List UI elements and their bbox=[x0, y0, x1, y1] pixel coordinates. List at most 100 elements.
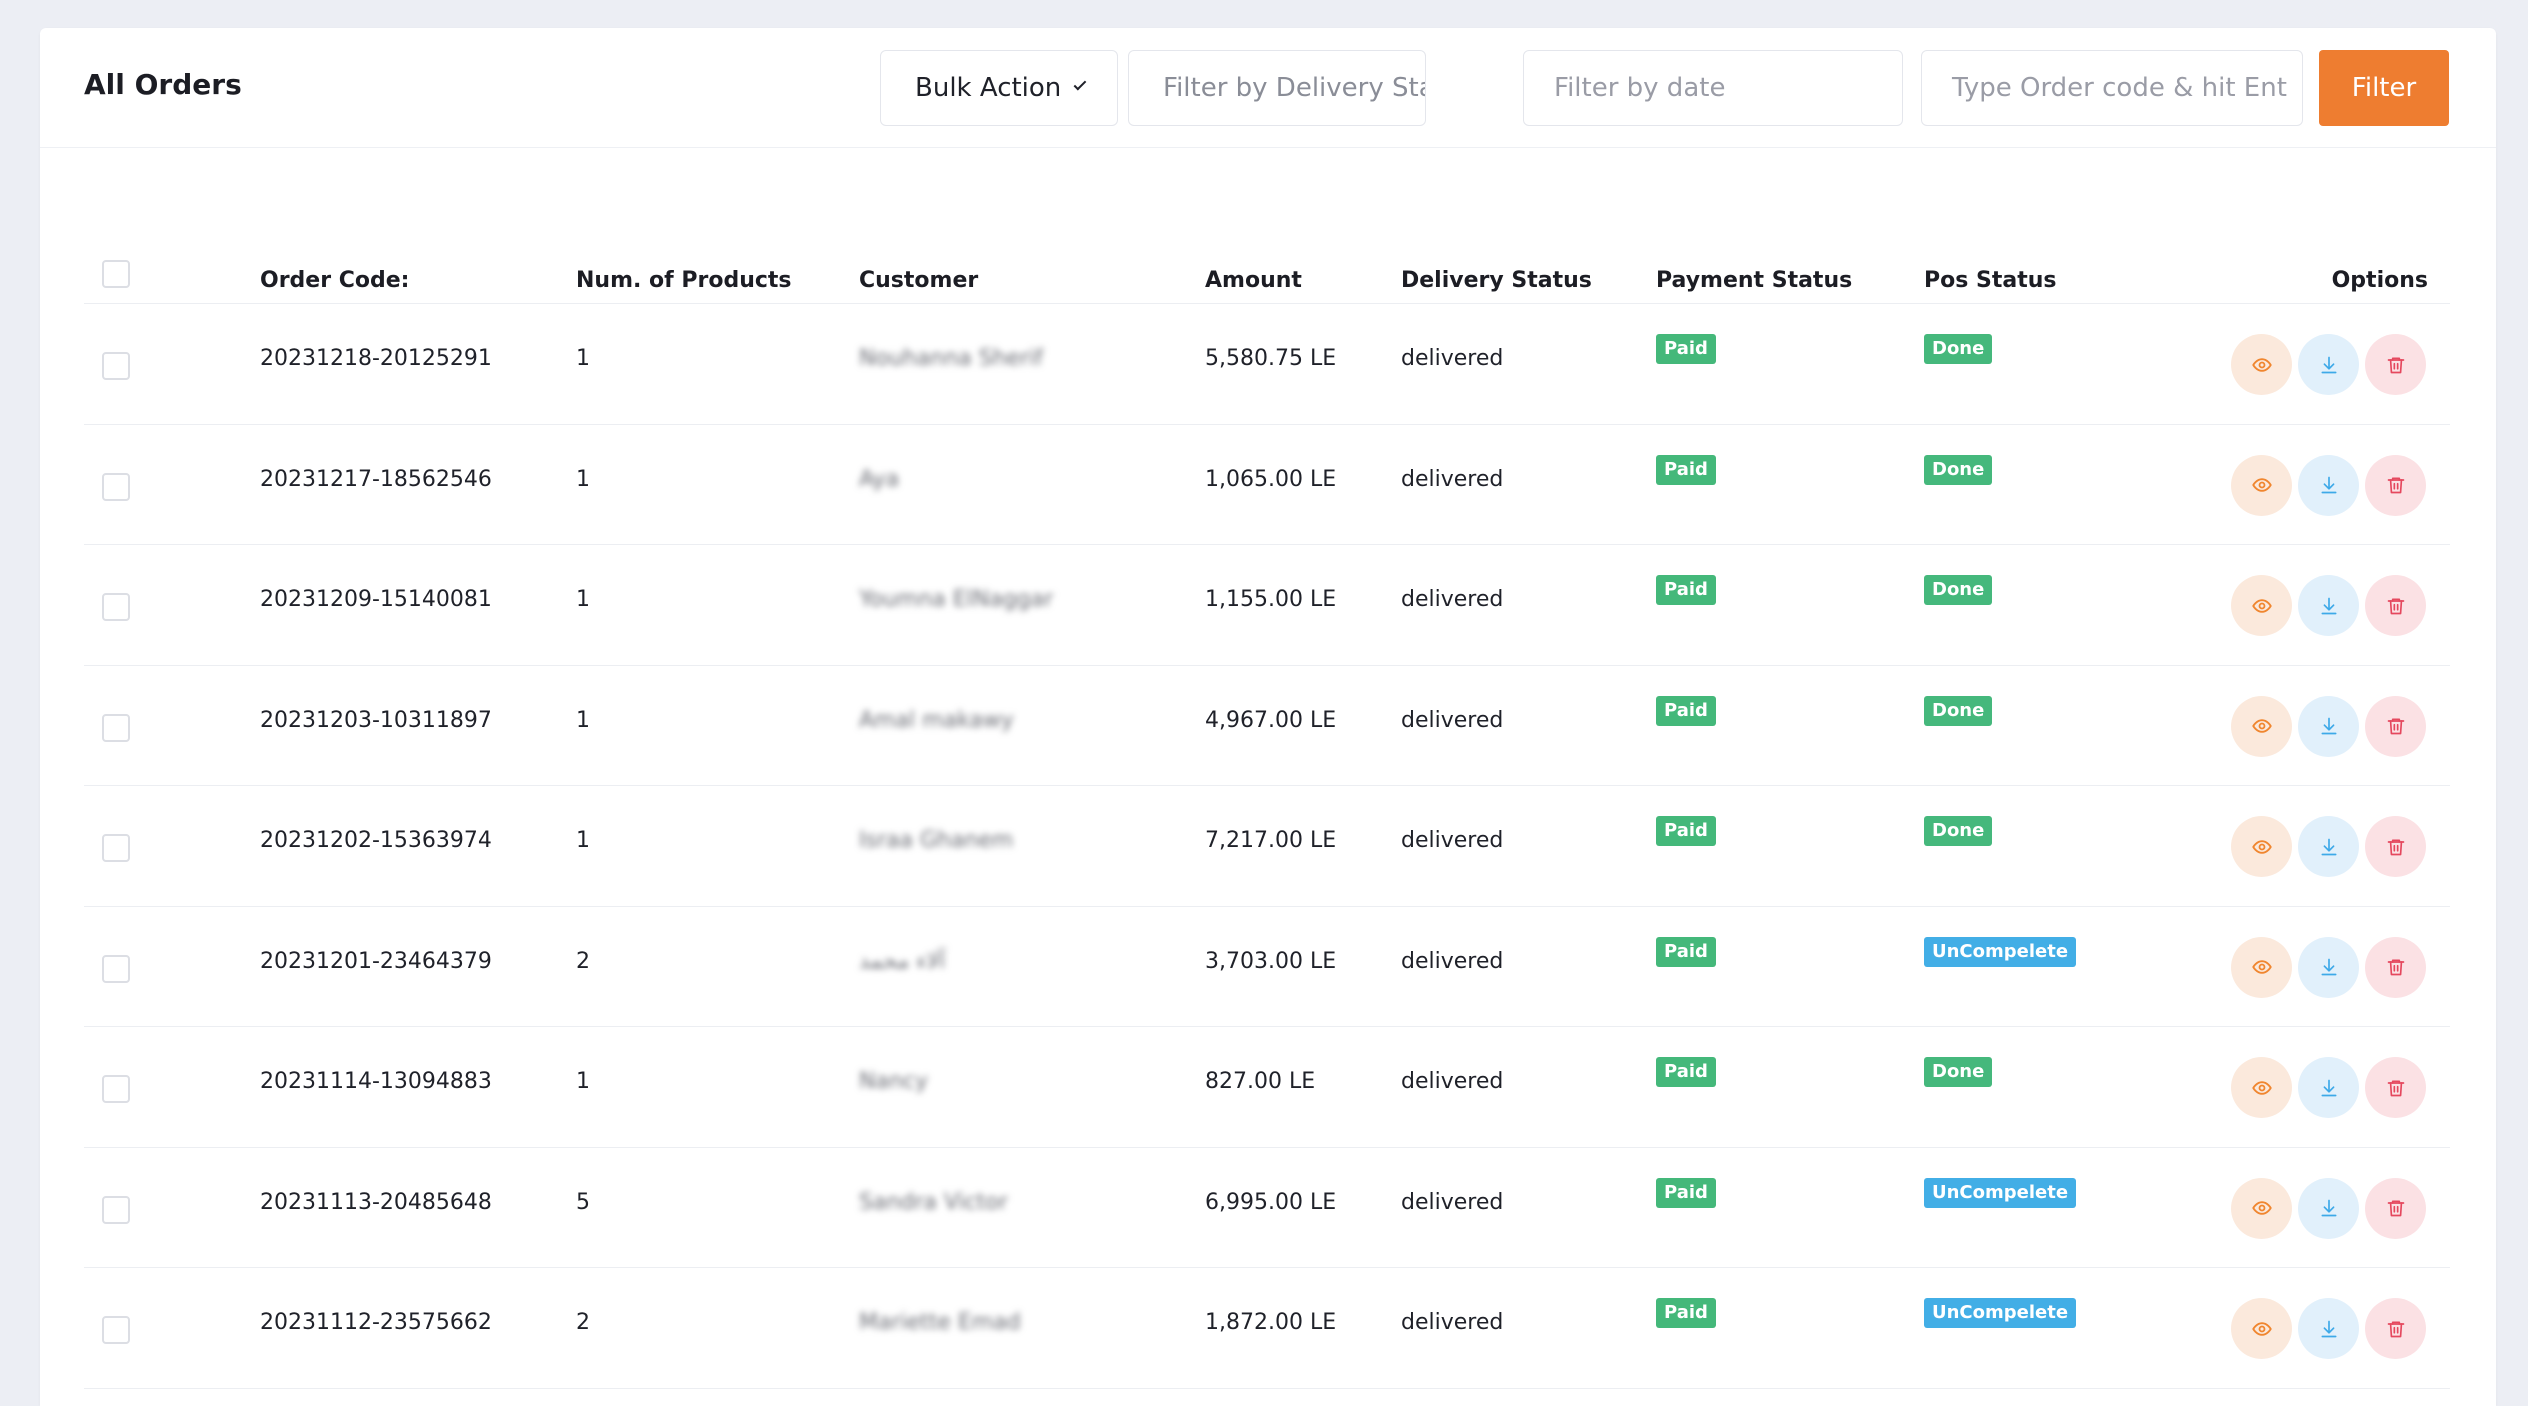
order-code-search-input[interactable]: Type Order code & hit Ent bbox=[1921, 50, 2303, 126]
row-options bbox=[2231, 334, 2426, 395]
column-delivery-status: Delivery Status bbox=[1401, 268, 1592, 293]
date-filter-input[interactable]: Filter by date bbox=[1523, 50, 1903, 126]
row-checkbox[interactable] bbox=[102, 713, 130, 742]
view-order-button[interactable] bbox=[2231, 695, 2292, 757]
view-order-button[interactable] bbox=[2231, 334, 2292, 395]
delete-order-button[interactable] bbox=[2365, 454, 2426, 516]
order-code: 20231112-23575662 bbox=[260, 1310, 492, 1335]
num-products: 1 bbox=[576, 466, 590, 492]
num-products: 1 bbox=[576, 346, 590, 371]
trash-icon bbox=[2387, 357, 2404, 373]
download-invoice-button[interactable] bbox=[2298, 936, 2359, 998]
delivery-status-filter[interactable]: Filter by Delivery Stat... bbox=[1128, 50, 1426, 126]
order-code: 20231218-20125291 bbox=[260, 346, 492, 371]
delete-order-button[interactable] bbox=[2365, 695, 2426, 757]
customer-name: Aya bbox=[859, 466, 900, 492]
row-options bbox=[2231, 1177, 2426, 1239]
delete-order-button[interactable] bbox=[2365, 1057, 2426, 1118]
row-checkbox[interactable] bbox=[102, 834, 130, 862]
table-row: 20231218-20125291 1 Nouhanna Sherif 5,58… bbox=[84, 304, 2450, 425]
row-checkbox[interactable] bbox=[102, 593, 130, 621]
delete-order-button[interactable] bbox=[2365, 1177, 2426, 1239]
pos-status-badge: Done bbox=[1924, 816, 1993, 846]
row-checkbox[interactable] bbox=[102, 352, 130, 380]
row-checkbox[interactable] bbox=[102, 1195, 130, 1224]
column-num-products: Num. of Products bbox=[576, 268, 792, 293]
trash-icon bbox=[2387, 1080, 2404, 1096]
amount: 6,995.00 LE bbox=[1205, 1189, 1337, 1215]
view-order-button[interactable] bbox=[2231, 1298, 2292, 1359]
eye-icon bbox=[2251, 960, 2272, 974]
order-code: 20231201-23464379 bbox=[260, 948, 492, 974]
payment-status-badge: Paid bbox=[1656, 936, 1716, 967]
download-invoice-button[interactable] bbox=[2298, 1057, 2359, 1118]
column-payment-status: Payment Status bbox=[1656, 268, 1853, 293]
download-icon bbox=[2321, 958, 2336, 976]
pos-status-badge: Done bbox=[1924, 334, 1993, 364]
order-code: 20231203-10311897 bbox=[260, 707, 492, 733]
filter-button[interactable]: Filter bbox=[2319, 50, 2449, 126]
row-checkbox[interactable] bbox=[102, 1316, 130, 1344]
view-order-button[interactable] bbox=[2231, 816, 2292, 877]
download-invoice-button[interactable] bbox=[2298, 454, 2359, 516]
amount: 1,872.00 LE bbox=[1205, 1310, 1337, 1335]
order-code-placeholder: Type Order code & hit Ent bbox=[1952, 73, 2287, 103]
delivery-status: delivered bbox=[1401, 587, 1504, 612]
trash-icon bbox=[2387, 598, 2404, 614]
table-row: 20231201-23464379 2 آلاء محمد 3,703.00 L… bbox=[84, 907, 2450, 1027]
download-invoice-button[interactable] bbox=[2298, 1177, 2359, 1239]
trash-icon bbox=[2387, 959, 2404, 976]
customer-name: Amal makawy bbox=[859, 707, 1014, 733]
download-invoice-button[interactable] bbox=[2298, 334, 2359, 395]
delivery-status: delivered bbox=[1401, 828, 1504, 853]
delete-order-button[interactable] bbox=[2365, 936, 2426, 998]
table-row: 20231203-10311897 1 Amal makawy 4,967.00… bbox=[84, 666, 2450, 786]
view-order-button[interactable] bbox=[2231, 454, 2292, 516]
table-row: 20231114-13094883 1 Nancy 827.00 LE deli… bbox=[84, 1027, 2450, 1148]
download-invoice-button[interactable] bbox=[2298, 575, 2359, 636]
view-order-button[interactable] bbox=[2231, 575, 2292, 636]
customer-name: Sandra Victor bbox=[859, 1189, 1008, 1215]
column-customer: Customer bbox=[859, 268, 979, 293]
pos-status-badge: UnCompelete bbox=[1924, 936, 2077, 967]
trash-icon bbox=[2387, 1321, 2404, 1337]
amount: 7,217.00 LE bbox=[1205, 828, 1337, 853]
row-checkbox[interactable] bbox=[102, 1075, 130, 1103]
download-invoice-button[interactable] bbox=[2298, 1298, 2359, 1359]
view-order-button[interactable] bbox=[2231, 1177, 2292, 1239]
delivery-status: delivered bbox=[1401, 466, 1504, 492]
view-order-button[interactable] bbox=[2231, 936, 2292, 998]
bulk-action-label: Bulk Action bbox=[915, 73, 1062, 103]
bulk-action-dropdown[interactable]: Bulk Action bbox=[880, 50, 1118, 126]
order-code: 20231113-20485648 bbox=[260, 1189, 492, 1215]
download-invoice-button[interactable] bbox=[2298, 816, 2359, 877]
eye-icon bbox=[2251, 478, 2272, 492]
payment-status-badge: Paid bbox=[1656, 816, 1716, 846]
num-products: 1 bbox=[576, 828, 590, 853]
date-filter-placeholder: Filter by date bbox=[1554, 73, 1726, 103]
delivery-status: delivered bbox=[1401, 1189, 1504, 1215]
amount: 1,155.00 LE bbox=[1205, 587, 1337, 612]
delete-order-button[interactable] bbox=[2365, 334, 2426, 395]
row-checkbox[interactable] bbox=[102, 472, 130, 501]
amount: 4,967.00 LE bbox=[1205, 707, 1337, 733]
download-icon bbox=[2321, 356, 2336, 373]
delete-order-button[interactable] bbox=[2365, 1298, 2426, 1359]
delete-order-button[interactable] bbox=[2365, 816, 2426, 877]
row-checkbox[interactable] bbox=[102, 954, 130, 983]
row-options bbox=[2231, 936, 2426, 998]
download-invoice-button[interactable] bbox=[2298, 695, 2359, 757]
column-pos-status: Pos Status bbox=[1924, 268, 2057, 293]
eye-icon bbox=[2251, 719, 2272, 733]
order-code: 20231202-15363974 bbox=[260, 828, 492, 853]
column-order-code: Order Code: bbox=[260, 268, 410, 293]
amount: 3,703.00 LE bbox=[1205, 948, 1337, 974]
chevron-down-icon bbox=[1073, 77, 1087, 91]
view-order-button[interactable] bbox=[2231, 1057, 2292, 1118]
payment-status-badge: Paid bbox=[1656, 575, 1716, 605]
trash-icon bbox=[2387, 1200, 2404, 1217]
delete-order-button[interactable] bbox=[2365, 575, 2426, 636]
select-all-checkbox[interactable] bbox=[102, 260, 130, 288]
table-row: 20231202-15363974 1 Israa Ghanem 7,217.0… bbox=[84, 786, 2450, 907]
num-products: 1 bbox=[576, 587, 590, 612]
